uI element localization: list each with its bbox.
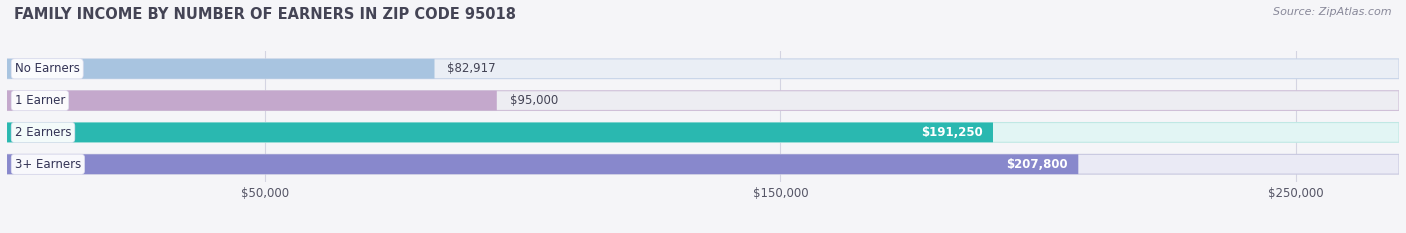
Text: No Earners: No Earners [15, 62, 80, 75]
Text: $82,917: $82,917 [447, 62, 496, 75]
Text: Source: ZipAtlas.com: Source: ZipAtlas.com [1274, 7, 1392, 17]
Text: 1 Earner: 1 Earner [15, 94, 65, 107]
Text: FAMILY INCOME BY NUMBER OF EARNERS IN ZIP CODE 95018: FAMILY INCOME BY NUMBER OF EARNERS IN ZI… [14, 7, 516, 22]
Text: $191,250: $191,250 [921, 126, 983, 139]
Text: 2 Earners: 2 Earners [15, 126, 72, 139]
FancyBboxPatch shape [7, 91, 496, 110]
FancyBboxPatch shape [7, 123, 1399, 142]
FancyBboxPatch shape [7, 123, 993, 142]
FancyBboxPatch shape [7, 59, 1399, 79]
FancyBboxPatch shape [7, 154, 1078, 174]
Text: $207,800: $207,800 [1007, 158, 1069, 171]
Text: $95,000: $95,000 [510, 94, 558, 107]
FancyBboxPatch shape [7, 154, 1399, 174]
FancyBboxPatch shape [7, 91, 1399, 110]
Text: 3+ Earners: 3+ Earners [15, 158, 82, 171]
FancyBboxPatch shape [7, 59, 434, 79]
